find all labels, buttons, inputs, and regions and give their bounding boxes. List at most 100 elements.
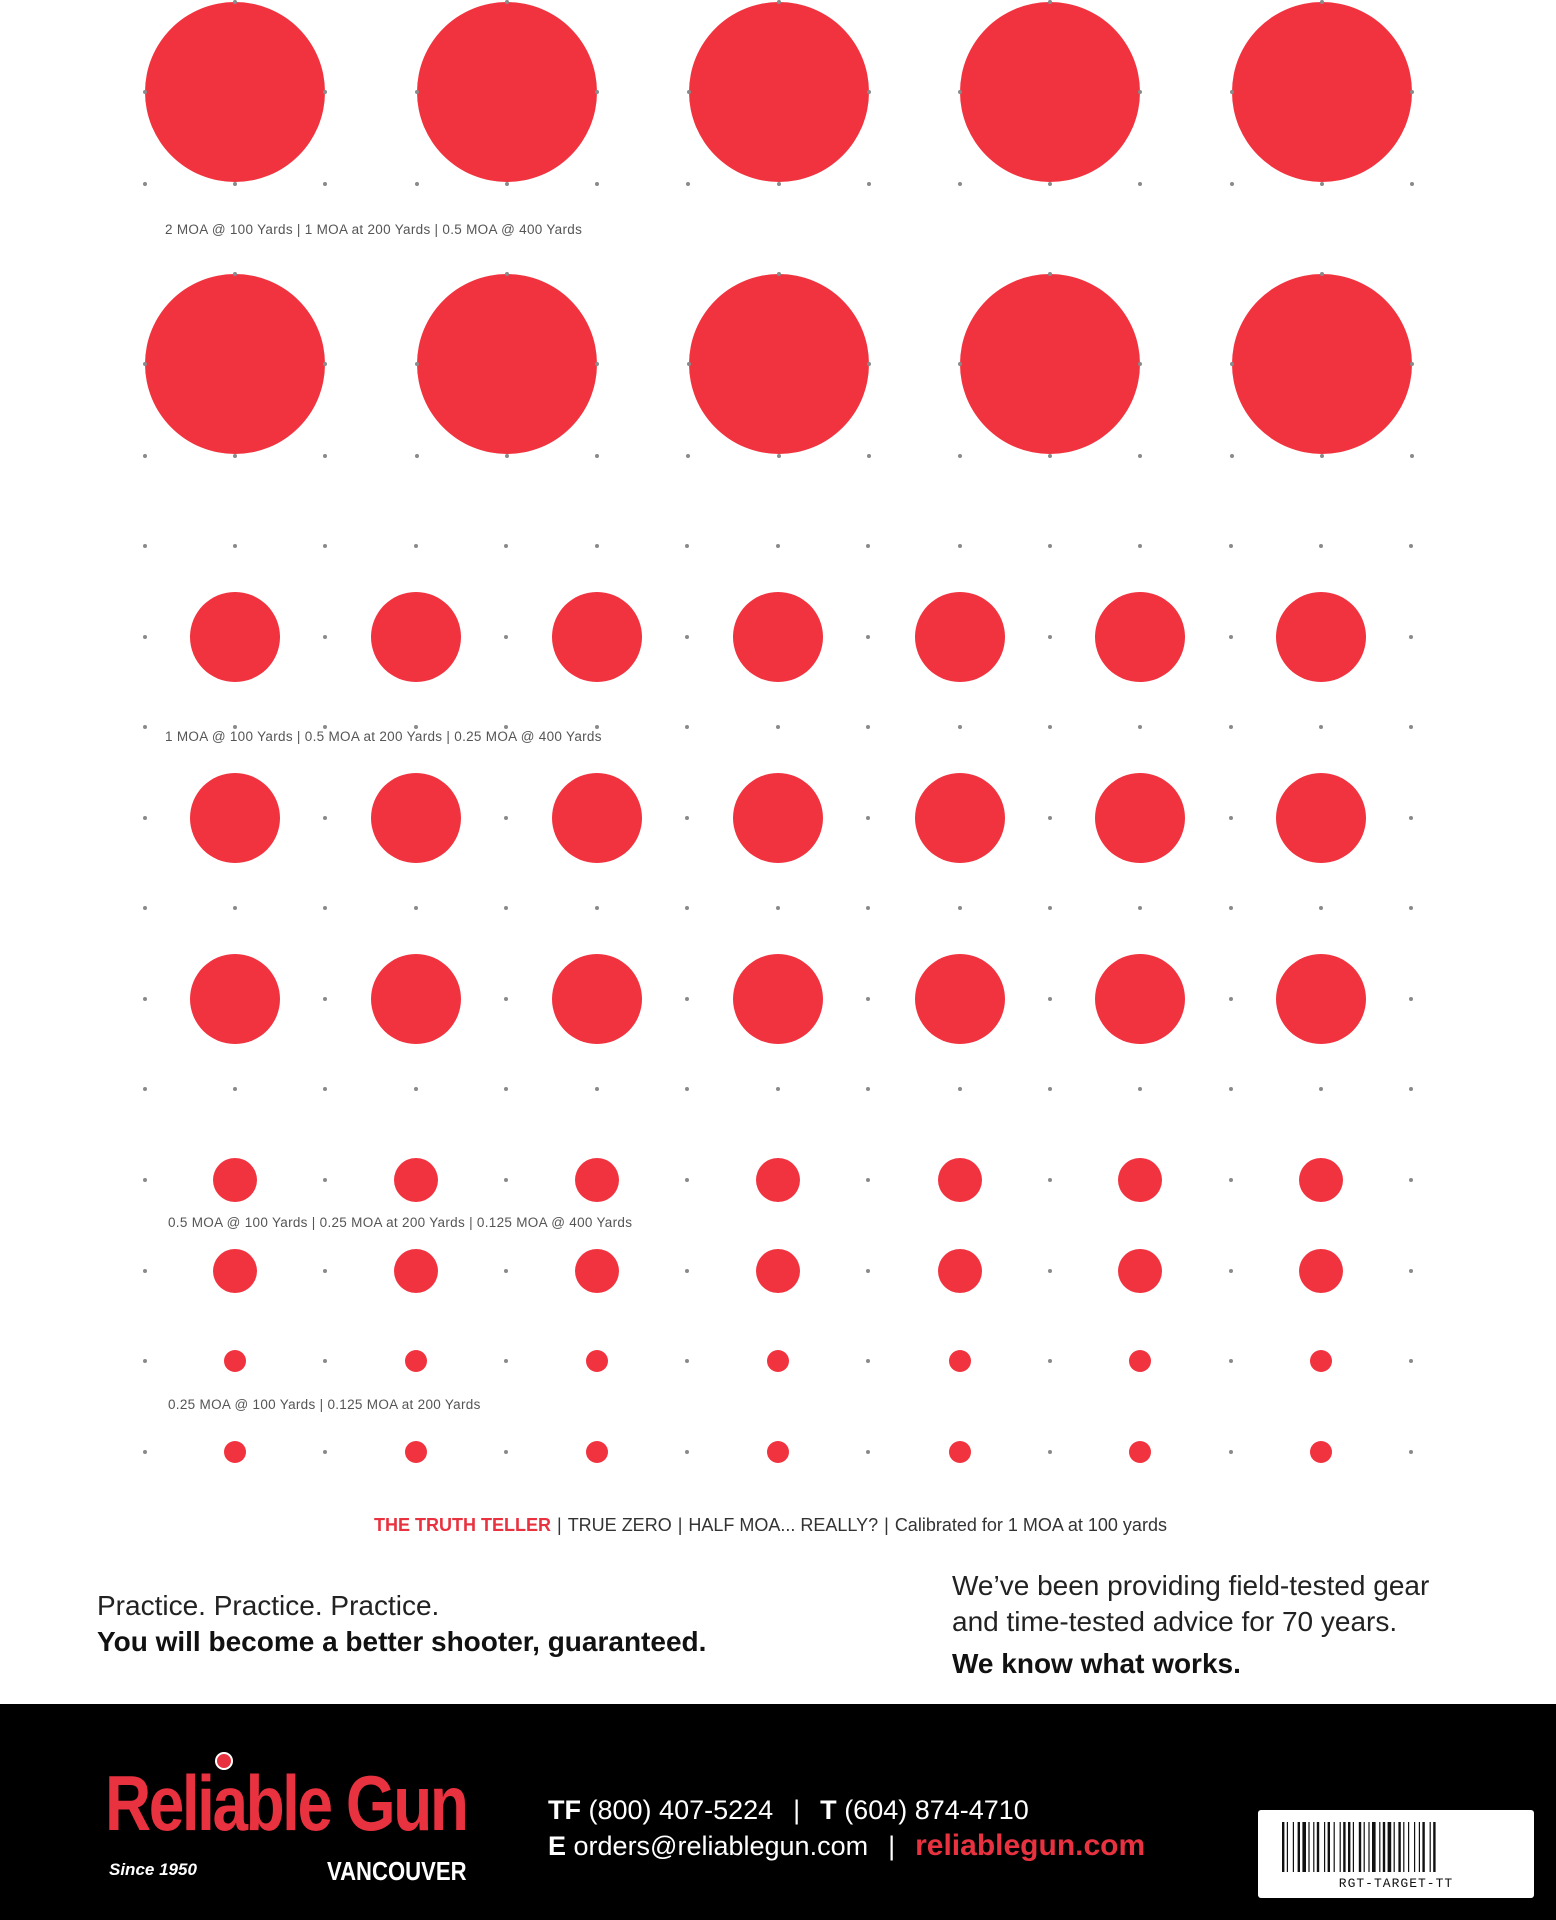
tf-label: TF: [548, 1795, 581, 1825]
grid-dot: [866, 906, 870, 910]
tf-number[interactable]: (800) 407-5224: [588, 1795, 774, 1825]
target-large: [417, 274, 597, 454]
target-large: [1232, 274, 1412, 454]
promo-left-line1: Practice. Practice. Practice.: [97, 1590, 440, 1621]
logo-city: VANCOUVER: [327, 1856, 467, 1886]
barcode-bar: [1372, 1822, 1376, 1872]
grid-dot: [866, 544, 870, 548]
grid-dot: [323, 90, 327, 94]
website-link[interactable]: reliablegun.com: [915, 1829, 1146, 1862]
grid-dot: [866, 1359, 870, 1363]
barcode-bar: [1393, 1822, 1395, 1872]
grid-dot: [233, 454, 237, 458]
target-medium: [552, 954, 642, 1044]
grid-dot: [1230, 90, 1234, 94]
footer: Reliable Gun Since 1950 VANCOUVER TF (80…: [0, 1704, 1556, 1920]
target-small: [938, 1158, 982, 1202]
barcode-bar: [1316, 1822, 1320, 1872]
grid-dot: [233, 725, 237, 729]
barcode-bar: [1343, 1822, 1346, 1872]
target-medium: [371, 773, 461, 863]
grid-dot: [866, 997, 870, 1001]
target-medium: [1276, 954, 1366, 1044]
grid-dot: [1048, 1450, 1052, 1454]
grid-dot: [1048, 182, 1052, 186]
barcode-bar: [1429, 1822, 1431, 1872]
grid-dot: [143, 997, 147, 1001]
target-tiny: [1129, 1441, 1151, 1463]
tagline-item: TRUE ZERO: [567, 1515, 672, 1535]
grid-dot: [1320, 182, 1324, 186]
grid-dot: [777, 182, 781, 186]
target-small: [394, 1249, 438, 1293]
grid-dot: [1319, 544, 1323, 548]
grid-dot: [143, 90, 147, 94]
brand-logo[interactable]: Reliable Gun Since 1950 VANCOUVER: [105, 1752, 475, 1886]
target-small: [213, 1249, 257, 1293]
t-number[interactable]: (604) 874-4710: [844, 1795, 1029, 1825]
grid-dot: [866, 635, 870, 639]
grid-dot: [415, 454, 419, 458]
grid-dot: [143, 454, 147, 458]
grid-dot: [1409, 997, 1413, 1001]
grid-dot: [505, 0, 509, 4]
grid-dot: [323, 1269, 327, 1273]
grid-dot: [958, 544, 962, 548]
grid-dot: [1229, 544, 1233, 548]
grid-dot: [687, 362, 691, 366]
grid-dot: [1409, 1269, 1413, 1273]
section-label-025moa: 0.25 MOA @ 100 Yards | 0.125 MOA at 200 …: [166, 1397, 483, 1412]
email-link[interactable]: orders@reliablegun.com: [573, 1831, 869, 1861]
grid-dot: [323, 454, 327, 458]
barcode-bar: [1324, 1822, 1326, 1872]
target-medium: [1095, 773, 1185, 863]
grid-dot: [143, 1178, 147, 1182]
barcode-bar: [1379, 1822, 1381, 1872]
grid-dot: [323, 816, 327, 820]
grid-dot: [686, 454, 690, 458]
grid-dot: [504, 997, 508, 1001]
grid-dot: [143, 1087, 147, 1091]
grid-dot: [143, 544, 147, 548]
barcode-bar: [1387, 1822, 1392, 1872]
grid-dot: [143, 1269, 147, 1273]
target-small: [938, 1249, 982, 1293]
target-medium: [190, 592, 280, 682]
target-small: [213, 1158, 257, 1202]
grid-dot: [143, 635, 147, 639]
grid-dot: [143, 816, 147, 820]
target-large: [145, 2, 325, 182]
grid-dot: [595, 544, 599, 548]
grid-dot: [1409, 1450, 1413, 1454]
target-tiny: [1310, 1441, 1332, 1463]
grid-dot: [323, 725, 327, 729]
grid-dot: [1320, 454, 1324, 458]
grid-dot: [1409, 635, 1413, 639]
grid-dot: [866, 816, 870, 820]
barcode-bar: [1358, 1822, 1362, 1872]
target-medium: [915, 773, 1005, 863]
grid-dot: [685, 816, 689, 820]
grid-dot: [1230, 454, 1234, 458]
grid-dot: [1409, 725, 1413, 729]
tagline-item: HALF MOA... REALLY?: [688, 1515, 879, 1535]
target-small: [575, 1158, 619, 1202]
t-label: T: [820, 1795, 837, 1825]
grid-dot: [1048, 544, 1052, 548]
grid-dot: [776, 725, 780, 729]
barcode-bar: [1292, 1822, 1294, 1872]
target-large: [689, 2, 869, 182]
grid-dot: [1229, 635, 1233, 639]
grid-dot: [687, 90, 691, 94]
grid-dot: [504, 816, 508, 820]
target-small: [1299, 1249, 1343, 1293]
grid-dot: [958, 906, 962, 910]
grid-dot: [866, 1450, 870, 1454]
grid-dot: [686, 182, 690, 186]
grid-dot: [1319, 725, 1323, 729]
grid-dot: [323, 906, 327, 910]
grid-dot: [1229, 1178, 1233, 1182]
target-tiny: [224, 1441, 246, 1463]
grid-dot: [1229, 725, 1233, 729]
target-medium: [1095, 954, 1185, 1044]
